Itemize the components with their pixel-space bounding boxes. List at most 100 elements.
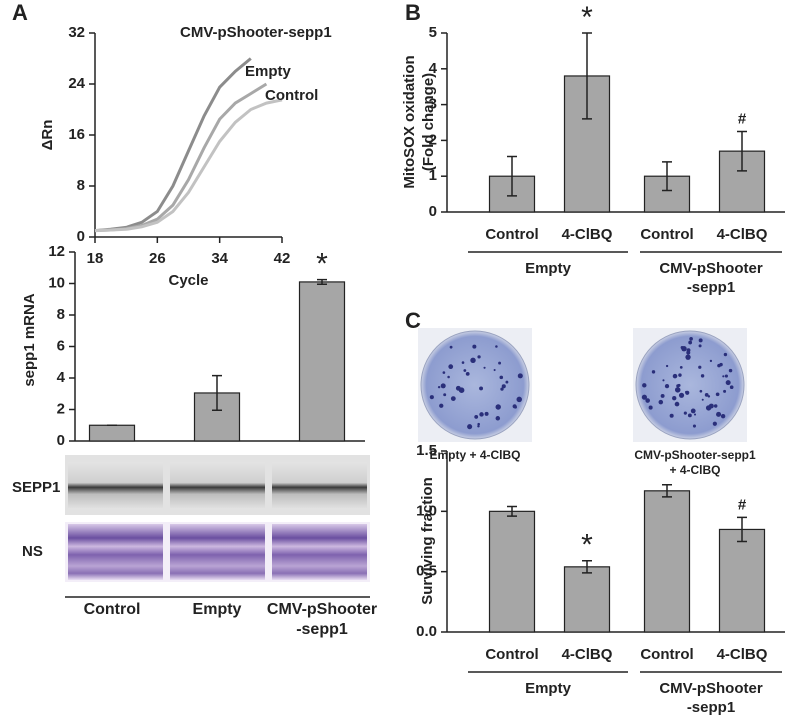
error-bar bbox=[662, 484, 672, 498]
y-tick-label: 2 bbox=[429, 131, 437, 148]
colony bbox=[678, 373, 682, 377]
blot-band bbox=[68, 462, 163, 508]
colony bbox=[439, 403, 444, 408]
colony bbox=[450, 396, 456, 402]
error-whisker bbox=[737, 130, 747, 172]
colony bbox=[516, 396, 522, 403]
colony bbox=[498, 361, 502, 365]
group-label: CMV-pShooter -sepp1 bbox=[659, 260, 762, 296]
colony bbox=[477, 422, 480, 426]
colony bbox=[443, 393, 447, 397]
error-whisker bbox=[737, 516, 747, 543]
colony bbox=[720, 414, 726, 419]
colony bbox=[723, 389, 727, 393]
colony bbox=[701, 398, 704, 401]
y-tick-label: 8 bbox=[57, 306, 65, 323]
colony bbox=[493, 368, 496, 372]
x-axis-label: Cycle bbox=[168, 272, 208, 289]
y-axis-label: ΔRn bbox=[39, 120, 56, 151]
colony bbox=[665, 364, 669, 368]
colony bbox=[477, 355, 481, 359]
colony bbox=[707, 395, 711, 398]
colony bbox=[679, 365, 683, 369]
colony bbox=[713, 404, 718, 408]
colony bbox=[658, 399, 664, 405]
error-whisker bbox=[507, 505, 517, 517]
series-label: Empty bbox=[245, 63, 292, 80]
colony bbox=[461, 361, 465, 364]
error-bar bbox=[737, 516, 747, 543]
blot-band bbox=[170, 462, 265, 508]
y-axis-label: sepp1 mRNA bbox=[21, 293, 38, 387]
x-tick-label: 34 bbox=[211, 250, 228, 267]
error-bar bbox=[582, 32, 592, 120]
error-bar bbox=[662, 161, 672, 192]
plate bbox=[635, 330, 745, 440]
colony bbox=[723, 352, 728, 357]
colony bbox=[698, 344, 702, 348]
colony bbox=[447, 375, 450, 379]
colony bbox=[699, 389, 703, 393]
x-tick-label: Control bbox=[84, 601, 141, 618]
bar bbox=[298, 281, 346, 442]
colony bbox=[479, 412, 484, 417]
x-tick-label: 4-ClBQ bbox=[562, 226, 613, 243]
x-tick-label: 18 bbox=[87, 250, 104, 267]
y-tick-label: 4 bbox=[429, 60, 438, 77]
colony bbox=[686, 348, 691, 353]
colony bbox=[669, 413, 674, 418]
y-tick-label: 16 bbox=[68, 126, 85, 143]
colony bbox=[641, 394, 647, 400]
series-label: CMV-pShooter-sepp1 bbox=[180, 24, 332, 41]
colony bbox=[672, 396, 677, 401]
colony bbox=[651, 370, 656, 374]
bar bbox=[88, 424, 136, 442]
plate-caption: Empty + 4-ClBQ bbox=[429, 448, 520, 462]
colony bbox=[645, 398, 650, 403]
y-tick-label: 3 bbox=[429, 96, 437, 113]
group-label: CMV-pShooter -sepp1 bbox=[659, 680, 762, 716]
y-tick-label: 24 bbox=[68, 75, 85, 92]
colony bbox=[698, 365, 702, 369]
x-tick-label: CMV-pShooter -sepp1 bbox=[267, 601, 377, 638]
y-tick-label: 4 bbox=[57, 369, 66, 386]
plate-caption: CMV-pShooter-sepp1 + 4-ClBQ bbox=[634, 448, 756, 477]
y-tick-label: 0 bbox=[77, 228, 85, 245]
colony bbox=[681, 345, 687, 352]
y-tick-label: 2 bbox=[57, 400, 65, 417]
colony bbox=[727, 381, 731, 384]
y-tick-label: 0 bbox=[57, 432, 65, 449]
colony bbox=[437, 385, 441, 389]
x-tick-label: 4-ClBQ bbox=[562, 646, 613, 663]
bar bbox=[488, 510, 536, 633]
significance-mark: * bbox=[581, 529, 593, 562]
plate bbox=[420, 330, 530, 440]
y-axis-label: Surviving fraction bbox=[419, 477, 436, 605]
y-tick-label: 10 bbox=[48, 274, 65, 291]
x-tick-label: Empty bbox=[193, 601, 242, 618]
x-tick-label: 4-ClBQ bbox=[717, 646, 768, 663]
x-tick-label: Control bbox=[485, 226, 538, 243]
colony bbox=[483, 366, 486, 369]
colony bbox=[705, 405, 712, 411]
colony bbox=[474, 415, 479, 419]
significance-mark: * bbox=[581, 1, 593, 34]
colony bbox=[704, 393, 709, 397]
y-tick-label: 5 bbox=[429, 24, 437, 41]
colony bbox=[472, 344, 477, 349]
y-axis-label: MitoSOX oxidation (Fold change) bbox=[401, 55, 437, 188]
colony bbox=[448, 364, 454, 370]
colony bbox=[495, 416, 501, 421]
colony bbox=[664, 384, 670, 389]
series-label: Control bbox=[265, 87, 318, 104]
colony bbox=[693, 413, 697, 416]
error-whisker bbox=[212, 374, 222, 412]
group-label: Empty bbox=[525, 260, 572, 277]
error-whisker bbox=[662, 484, 672, 498]
bar bbox=[643, 490, 691, 633]
colony bbox=[470, 357, 476, 364]
colony bbox=[728, 368, 733, 373]
y-tick-label: 0.5 bbox=[416, 563, 437, 580]
blot-band bbox=[68, 524, 163, 580]
